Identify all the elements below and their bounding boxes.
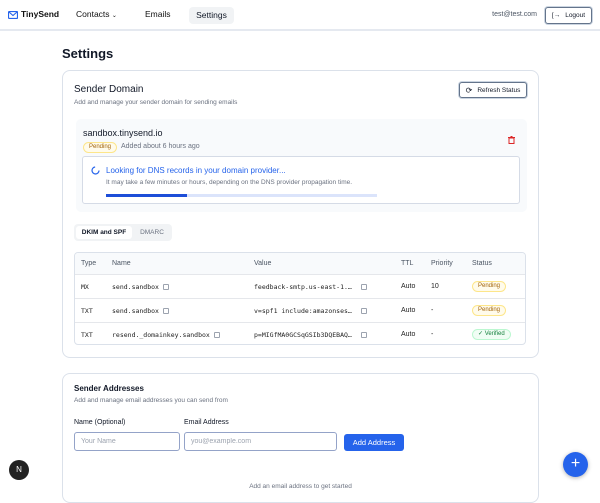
nav-settings[interactable]: Settings	[189, 7, 234, 24]
status-badge: Pending	[472, 305, 507, 316]
refresh-label: Refresh Status	[477, 86, 521, 94]
nav-emails[interactable]: Emails	[145, 9, 171, 19]
record-priority: 10	[431, 283, 439, 290]
record-type: TXT	[81, 331, 93, 339]
status-badge: Pending	[83, 142, 118, 153]
record-ttl: Auto	[401, 307, 416, 314]
top-nav: TinySend Contacts ⌄ Emails Settings test…	[0, 0, 600, 31]
card-title: Sender Addresses	[74, 384, 144, 393]
logout-button[interactable]: [→ Logout	[545, 7, 592, 24]
col-ttl: TTL	[401, 260, 414, 267]
logout-label: Logout	[565, 12, 586, 19]
copy-icon[interactable]	[360, 332, 367, 339]
card-title: Sender Domain	[74, 84, 144, 95]
record-tabs: DKIM and SPF DMARC	[74, 224, 172, 241]
dns-check-title: Looking for DNS records in your domain p…	[106, 166, 286, 175]
col-type: Type	[81, 260, 97, 267]
table-row: TXT send.sandbox v=spf1 include:amazonse…	[75, 299, 525, 323]
dns-check-description: It may take a few minutes or hours, depe…	[106, 179, 353, 186]
add-address-button[interactable]: Add Address	[344, 434, 404, 451]
email-label: Email Address	[184, 419, 229, 426]
table-row: MX send.sandbox feedback-smtp.us-east-1.…	[75, 275, 525, 299]
user-email: test@test.com	[492, 11, 537, 18]
progress-fill	[106, 194, 188, 197]
nextjs-icon[interactable]: N	[9, 460, 29, 480]
record-priority: -	[431, 307, 434, 314]
dns-records-table: Type Name Value TTL Priority Status MX s…	[74, 252, 526, 345]
copy-icon[interactable]	[162, 308, 169, 315]
progress-bar	[106, 194, 377, 197]
record-name: send.sandbox	[112, 307, 159, 315]
record-value: p=MIGfMA0GCSqGSIb3DQEBAQ…	[254, 331, 352, 339]
email-input[interactable]	[184, 432, 337, 451]
domain-added-time: Added about 6 hours ago	[121, 143, 200, 150]
col-value: Value	[254, 260, 272, 267]
trash-icon[interactable]	[508, 136, 515, 144]
spinner-icon	[91, 166, 100, 175]
col-priority: Priority	[431, 260, 453, 267]
nav-contacts-label: Contacts	[76, 9, 110, 19]
status-badge: Pending	[472, 281, 507, 292]
card-subtitle: Add and manage your sender domain for se…	[74, 99, 238, 106]
copy-icon[interactable]	[162, 284, 169, 291]
sender-domain-card: Sender Domain Add and manage your sender…	[62, 70, 539, 358]
name-label: Name (Optional)	[74, 419, 126, 426]
page-title: Settings	[62, 46, 114, 61]
copy-icon[interactable]	[360, 308, 367, 315]
tab-dkim-spf[interactable]: DKIM and SPF	[76, 226, 132, 239]
col-status: Status	[472, 260, 492, 267]
record-ttl: Auto	[401, 331, 416, 338]
record-ttl: Auto	[401, 283, 416, 290]
mail-icon	[8, 11, 18, 19]
record-type: TXT	[81, 307, 93, 315]
empty-state: Add an email address to get started	[249, 483, 352, 490]
sender-addresses-card: Sender Addresses Add and manage email ad…	[62, 373, 539, 503]
table-row: TXT resend._domainkey.sandbox p=MIGfMA0G…	[75, 323, 525, 344]
refresh-status-button[interactable]: ⟳ Refresh Status	[459, 82, 527, 98]
name-input[interactable]	[74, 432, 180, 451]
record-type: MX	[81, 283, 89, 291]
card-subtitle: Add and manage email addresses you can s…	[74, 397, 228, 404]
col-name: Name	[112, 260, 131, 267]
tab-dmarc[interactable]: DMARC	[140, 229, 164, 236]
record-value: v=spf1 include:amazonses…	[254, 307, 352, 315]
copy-icon[interactable]	[360, 284, 367, 291]
chevron-down-icon: ⌄	[111, 13, 117, 19]
record-value: feedback-smtp.us-east-1.…	[254, 283, 352, 291]
table-header: Type Name Value TTL Priority Status	[75, 253, 525, 275]
dns-check-box: Looking for DNS records in your domain p…	[82, 156, 520, 204]
add-fab-plus-icon[interactable]: +	[563, 452, 588, 477]
nav-contacts[interactable]: Contacts ⌄	[76, 9, 117, 19]
refresh-icon: ⟳	[465, 85, 473, 95]
record-priority: -	[431, 331, 434, 338]
status-badge: ✓ Verified	[472, 329, 511, 340]
record-name: resend._domainkey.sandbox	[112, 331, 210, 339]
brand-name[interactable]: TinySend	[21, 9, 60, 19]
copy-icon[interactable]	[213, 332, 220, 339]
record-name: send.sandbox	[112, 283, 159, 291]
logout-icon: [→	[551, 12, 561, 19]
domain-name: sandbox.tinysend.io	[83, 128, 163, 138]
domain-panel: sandbox.tinysend.io Pending Added about …	[76, 119, 527, 212]
